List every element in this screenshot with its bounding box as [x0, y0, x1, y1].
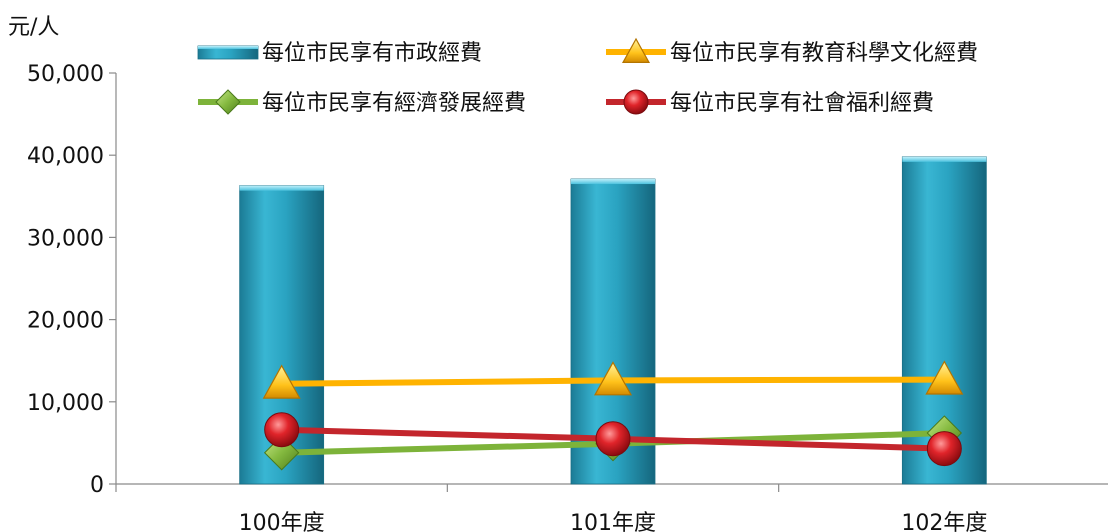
legend-label: 每位市民享有市政經費 — [262, 41, 482, 66]
legend-item: 每位市民享有社會福利經費 — [606, 89, 934, 116]
data-point — [623, 89, 649, 115]
data-point — [262, 364, 301, 399]
bar — [239, 185, 325, 485]
legend-label: 每位市民享有社會福利經費 — [670, 91, 934, 116]
data-point — [621, 37, 651, 64]
y-tick-label: 40,000 — [27, 144, 104, 169]
series-markers — [262, 360, 964, 471]
legend-item: 每位市民享有教育科學文化經費 — [606, 37, 978, 66]
y-tick-label: 10,000 — [27, 391, 104, 416]
y-tick-label: 0 — [90, 473, 104, 498]
legend-label: 每位市民享有教育科學文化經費 — [670, 41, 978, 66]
data-point — [925, 360, 964, 395]
legend-item: 每位市民享有市政經費 — [197, 41, 482, 66]
axes: 0 10,000 20,000 30,000 40,000 50,000 100年度 101年… — [27, 62, 1108, 532]
y-tick-label: 20,000 — [27, 309, 104, 334]
x-tick-label: 102年度 — [901, 511, 987, 532]
bars — [239, 156, 987, 485]
y-axis-label: 元/人 — [8, 15, 59, 40]
y-tick-label: 50,000 — [27, 62, 104, 87]
data-point — [926, 431, 962, 467]
legend-item: 每位市民享有經濟發展經費 — [198, 89, 526, 116]
data-point — [215, 89, 241, 115]
data-point — [264, 412, 300, 448]
x-tick-label: 101年度 — [570, 511, 656, 532]
data-point — [593, 361, 633, 396]
y-tick-label: 30,000 — [27, 226, 104, 251]
legend-label: 每位市民享有經濟發展經費 — [262, 91, 526, 116]
data-point — [595, 421, 631, 457]
x-tick-label: 100年度 — [239, 511, 325, 532]
